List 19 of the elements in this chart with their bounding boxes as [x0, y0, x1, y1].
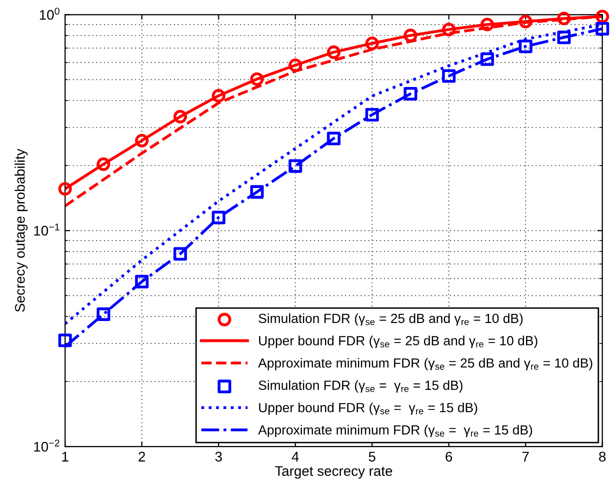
x-axis-title: Target secrecy rate [274, 466, 392, 479]
x-tick-label: 2 [138, 452, 145, 462]
legend-label: Simulation FDR (γ$_{se}$ = γ$_{re}$ = 15 dB) [258, 380, 462, 393]
legend-label: Simulation FDR (γ$_{se}$ = 25 dB and γ$_{re}$ = 10 dB) [258, 313, 523, 326]
legend-label: Upper bound FDR (γ$_{se}$ = γ$_{re}$ = 15 dB) [259, 402, 478, 415]
x-tick-label: 4 [292, 452, 299, 462]
legend-label: Approximate minimum FDR (γ$_{se}$ = 25 dB and γ$_{re}$ = 10 dB) [258, 358, 592, 370]
y-axis-title: Secrecy outage probability [14, 148, 28, 312]
x-tick-label: 5 [368, 452, 376, 462]
x-tick-label: 1 [62, 452, 68, 462]
x-tick-label: 8 [599, 452, 606, 462]
x-tick-label: 3 [215, 452, 222, 462]
legend-label: Approximate minimum FDR (γ$_{se}$ = γ$_{re}$ = 15 dB) [258, 424, 532, 438]
x-tick-label: 6 [446, 452, 452, 462]
x-tick-label: 7 [522, 452, 529, 462]
y-tick-label: 10$^{−1}$ [34, 224, 60, 236]
y-tick-label: 10$^{0}$ [40, 8, 60, 20]
legend-label: Upper bound FDR (γ$_{se}$ = 25 dB and γ$_{re}$ = 10 dB) [259, 336, 538, 348]
y-tick-label: 10$^{−2}$ [34, 440, 60, 452]
